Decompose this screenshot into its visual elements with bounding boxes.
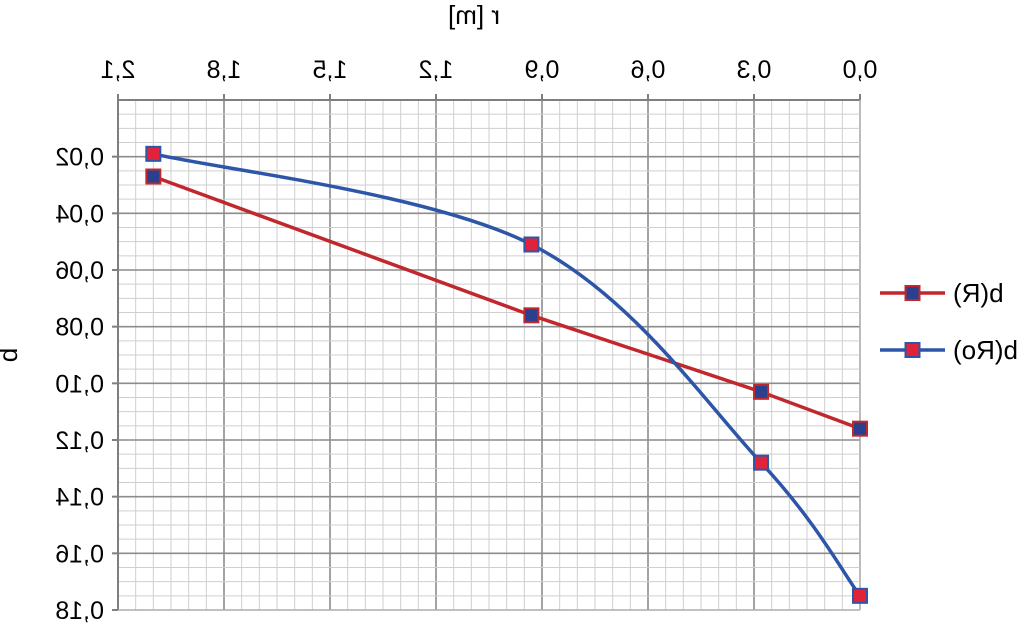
y-tick-label: 0,14 xyxy=(55,484,104,512)
y-tick-label: 0,12 xyxy=(55,427,104,455)
x-tick-label: 1,5 xyxy=(313,56,348,84)
x-tick-label: 1,2 xyxy=(419,56,454,84)
y-tick-label: 0,02 xyxy=(55,144,104,172)
data-point-b-r xyxy=(145,168,162,185)
data-point-b-r xyxy=(852,420,868,437)
legend-label-b-r: b(R) xyxy=(953,278,1004,308)
data-point-b-ro xyxy=(145,145,162,162)
series-line-b-ro xyxy=(152,152,862,597)
labels: 0,0 0,3 0,6 0,9 1,2 1,5 1,8 2,1 0,02 0,04 0,06 0,08… xyxy=(0,0,877,625)
axes xyxy=(112,94,861,611)
legend: b(R) b(Ro) xyxy=(880,278,1018,365)
y-tick-label: 0,08 xyxy=(55,314,104,342)
data-point-b-ro xyxy=(523,236,540,253)
data-point-b-r xyxy=(753,383,770,400)
data-point-b-ro xyxy=(753,454,770,471)
series-group xyxy=(145,145,868,604)
x-tick-label: 2,1 xyxy=(101,56,136,84)
y-tick-label: 0,18 xyxy=(55,597,104,625)
y-axis-title: b xyxy=(0,348,23,362)
data-point-b-ro xyxy=(852,587,868,604)
series-line-b-r xyxy=(152,174,861,431)
legend-label-b-ro: b(Ro) xyxy=(953,335,1018,365)
x-tick-label: 1,8 xyxy=(207,56,242,84)
y-tick-label: 0,04 xyxy=(55,200,104,228)
y-tick-label: 0,16 xyxy=(55,540,104,568)
y-tick-label: 0,06 xyxy=(55,257,104,285)
legend-marker-b-r xyxy=(904,285,921,301)
legend-marker-b-ro xyxy=(904,342,921,358)
x-tick-label: 0,9 xyxy=(525,56,560,84)
x-tick-label: 0,3 xyxy=(737,56,772,84)
x-tick-label: 0,6 xyxy=(631,56,666,84)
y-tick-label: 0,10 xyxy=(55,370,104,398)
x-axis-title: r [m] xyxy=(448,0,500,30)
x-tick-label: 0,0 xyxy=(843,56,878,84)
data-point-b-r xyxy=(523,307,540,324)
